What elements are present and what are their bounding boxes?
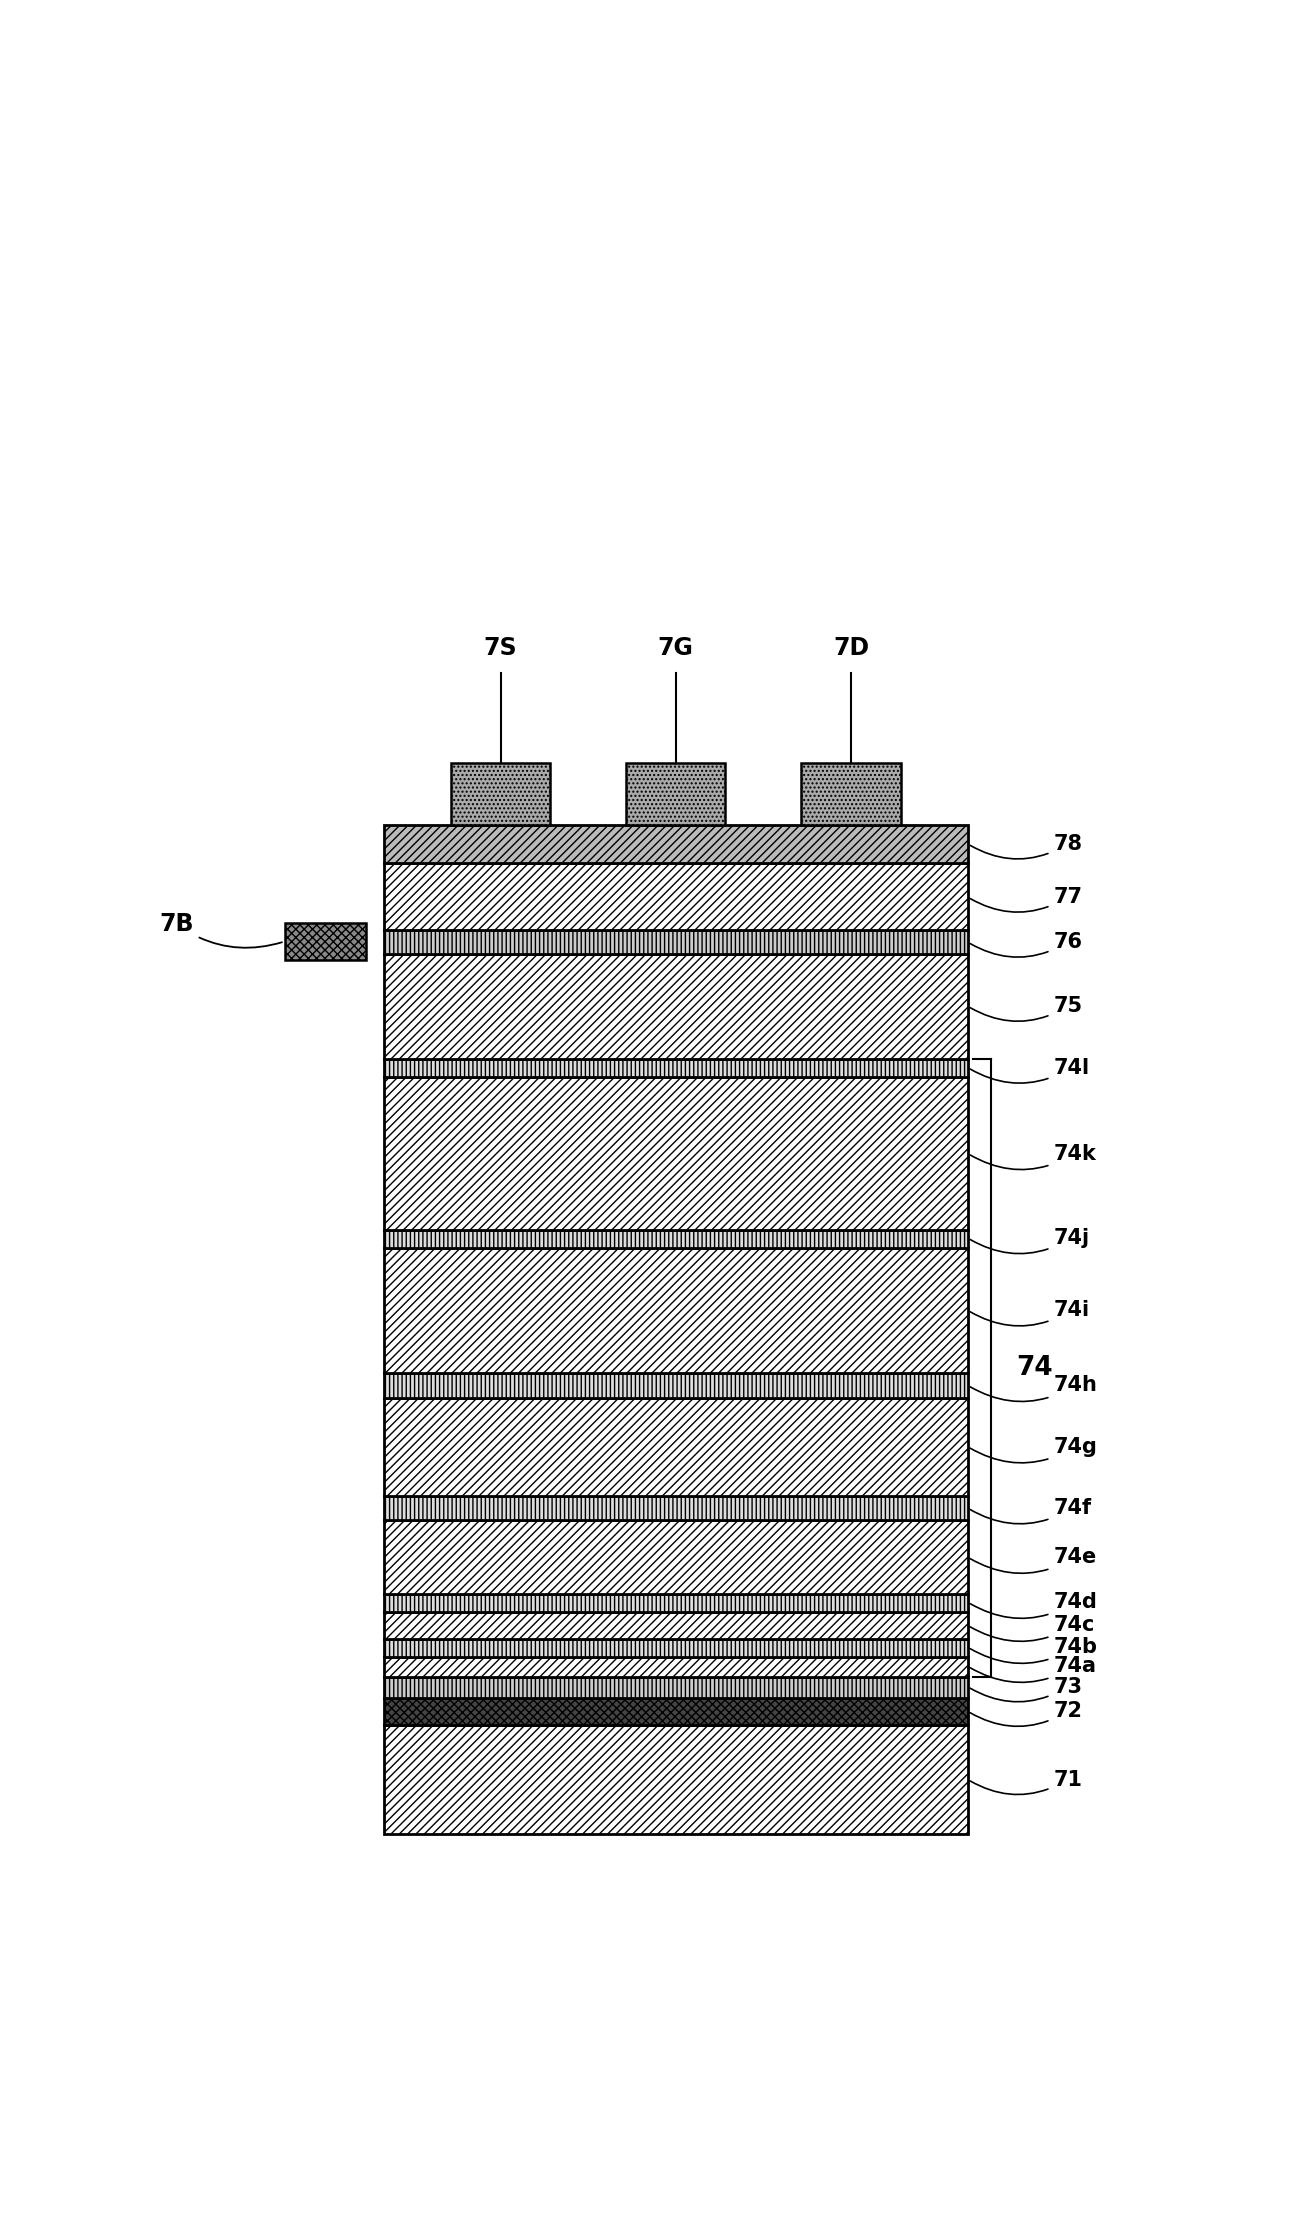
- Text: 74k: 74k: [970, 1142, 1096, 1169]
- Text: 72: 72: [970, 1700, 1082, 1727]
- Bar: [385, 1521, 968, 1594]
- Bar: [385, 1497, 968, 1521]
- Text: 74d: 74d: [970, 1592, 1098, 1618]
- Bar: [385, 863, 968, 930]
- Bar: [385, 1656, 968, 1678]
- Text: 76: 76: [970, 932, 1082, 956]
- Text: 74f: 74f: [970, 1499, 1091, 1523]
- Bar: [385, 1078, 968, 1231]
- Bar: [385, 1397, 968, 1497]
- Text: 7D: 7D: [833, 635, 869, 660]
- Bar: [385, 1638, 968, 1656]
- Text: 7S: 7S: [483, 635, 517, 660]
- Text: 74j: 74j: [970, 1229, 1090, 1253]
- Text: 74c: 74c: [970, 1616, 1095, 1641]
- Text: 74l: 74l: [970, 1058, 1090, 1083]
- Bar: [451, 764, 551, 826]
- Bar: [385, 954, 968, 1061]
- Text: 74a: 74a: [970, 1656, 1096, 1683]
- Bar: [385, 1594, 968, 1612]
- Text: 77: 77: [970, 888, 1082, 912]
- Text: 74h: 74h: [970, 1375, 1098, 1401]
- Text: 73: 73: [970, 1676, 1082, 1703]
- Text: 74i: 74i: [970, 1300, 1090, 1326]
- Text: 74e: 74e: [970, 1548, 1096, 1574]
- Text: 78: 78: [970, 835, 1082, 859]
- Bar: [385, 826, 968, 863]
- Text: 74g: 74g: [970, 1437, 1098, 1463]
- Bar: [385, 1725, 968, 1833]
- Text: 7G: 7G: [657, 635, 694, 660]
- Bar: [626, 764, 725, 826]
- Bar: [385, 1373, 968, 1397]
- Text: 74: 74: [1016, 1355, 1052, 1382]
- Bar: [385, 1249, 968, 1373]
- Text: 7B: 7B: [160, 912, 282, 948]
- Bar: [385, 1231, 968, 1249]
- Text: 75: 75: [970, 996, 1082, 1021]
- Bar: [284, 923, 366, 961]
- Text: 74b: 74b: [970, 1636, 1098, 1663]
- Bar: [385, 1698, 968, 1725]
- Bar: [385, 1678, 968, 1698]
- Bar: [385, 1061, 968, 1078]
- Bar: [385, 930, 968, 954]
- Bar: [385, 1612, 968, 1638]
- Text: 71: 71: [970, 1769, 1082, 1796]
- Bar: [801, 764, 900, 826]
